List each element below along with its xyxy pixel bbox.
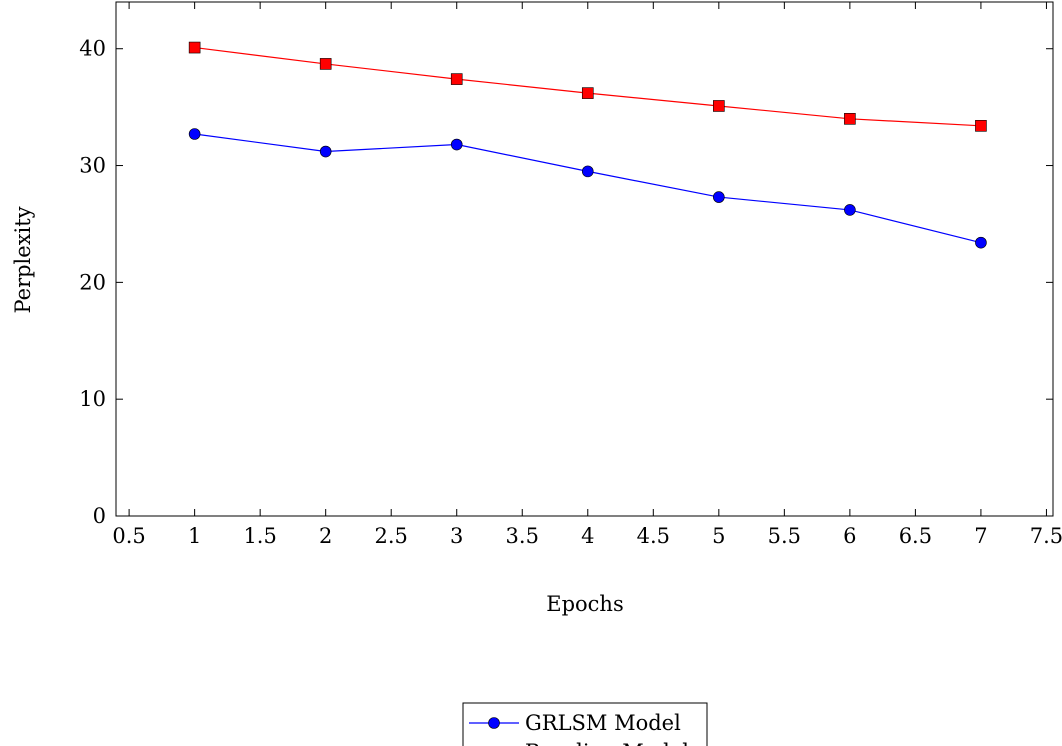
legend-swatch-marker: [488, 717, 500, 729]
series-grlsm: [188, 128, 987, 249]
data-point-grlsm: [713, 191, 725, 203]
x-axis-label: Epochs: [546, 592, 623, 616]
data-point-grlsm: [844, 204, 856, 216]
series-line-baseline: [194, 46, 981, 127]
y-tick-label: 0: [93, 504, 106, 528]
plot-frame: [115, 1, 1054, 517]
plot-border: [115, 1, 1054, 517]
y-tick-label: 20: [79, 270, 106, 294]
series-baseline: [188, 41, 987, 132]
legend-box: [462, 702, 708, 746]
x-tick-label: 3: [450, 524, 463, 548]
data-point-baseline: [319, 58, 332, 70]
x-tick-label: 0.5: [112, 524, 145, 548]
x-tick-label: 6: [843, 524, 856, 548]
legend-label-grlsm: GRLSM Model: [525, 711, 681, 735]
data-point-grlsm: [581, 165, 594, 178]
y-axis-label: Perplexity: [11, 206, 35, 313]
x-tick-label: 5.5: [768, 524, 801, 548]
x-tick-label: 1: [188, 524, 201, 548]
axis-ticks: [116, 2, 1053, 517]
tick-labels: 0.5 1 1.5 2 2.5 3 3.5 4 4.5 5 5.5 6 6.5 7 7.5 0 10 20 30 40: [79, 37, 1062, 548]
data-point-baseline: [975, 120, 987, 132]
data-point-baseline: [713, 100, 725, 112]
x-tick-label: 6.5: [899, 524, 932, 548]
y-tick-label: 30: [79, 154, 106, 178]
legend-item-baseline: Baseline Model: [525, 740, 689, 746]
legend-label-baseline: Baseline Model: [525, 740, 689, 746]
x-tick-label: 4: [581, 524, 594, 548]
x-tick-label: 1.5: [243, 524, 276, 548]
data-point-baseline: [450, 73, 463, 85]
x-tick-label: 4.5: [637, 524, 670, 548]
x-tick-label: 7: [974, 524, 987, 548]
data-point-baseline: [844, 113, 856, 125]
data-point-grlsm: [188, 128, 201, 140]
x-tick-label: 2.5: [374, 524, 407, 548]
series-layer: [188, 41, 987, 249]
x-tick-label: 3.5: [506, 524, 539, 548]
x-tick-label: 2: [319, 524, 332, 548]
data-point-grlsm: [450, 138, 463, 151]
y-tick-label: 10: [79, 387, 106, 411]
legend: GRLSM Model Baseline Model: [462, 702, 708, 746]
series-line-grlsm: [194, 133, 982, 244]
data-point-baseline: [188, 41, 201, 54]
data-point-grlsm: [975, 236, 987, 249]
data-point-grlsm: [319, 145, 332, 158]
x-tick-label: 5: [712, 524, 725, 548]
legend-item-grlsm: GRLSM Model: [469, 711, 681, 735]
data-point-baseline: [581, 87, 594, 99]
y-tick-label: 40: [79, 37, 106, 61]
x-tick-label: 7.5: [1030, 524, 1062, 548]
